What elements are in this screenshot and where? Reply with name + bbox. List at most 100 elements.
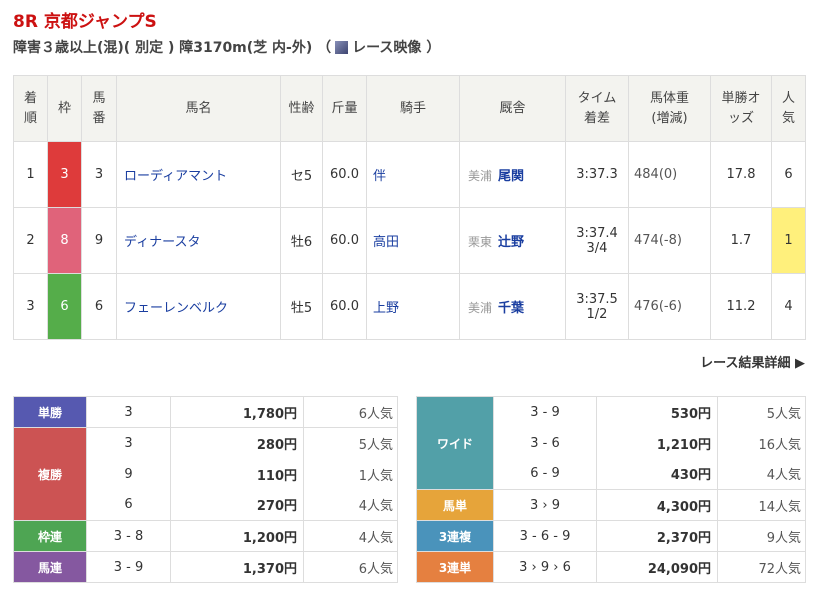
payout-amount: 110円 [170, 458, 304, 490]
race-conditions: 障害３歳以上(混)( 別定 ) 障3170m(芝 内-外) （ レース映像 ） [13, 37, 440, 57]
payout-row: 馬連 3 - 9 1,370円 6人気 [13, 551, 398, 583]
horse-name-cell: フェーレンベルク [116, 273, 281, 340]
header-label: タイム着差 [577, 91, 617, 126]
time-cell: 3:37.3 [565, 141, 629, 208]
payout-row: 9 110円 1人気 [14, 458, 398, 490]
payout-popularity: 14人気 [717, 489, 806, 521]
combination: 6 - 9 [493, 458, 597, 490]
header-num: 馬番 [81, 75, 117, 142]
header-label: 性齢 [288, 100, 315, 116]
header-label: 斤量 [331, 100, 358, 116]
conditions-text: 障害３歳以上(混)( 別定 ) 障3170m(芝 内-外) [13, 40, 313, 56]
win-odds: 17.8 [710, 141, 772, 208]
header-time: タイム着差 [565, 75, 629, 142]
jockey-link[interactable]: 伴 [373, 169, 387, 184]
waku-badge: 3 [47, 141, 82, 208]
jockey-cell: 伴 [366, 141, 460, 208]
jockey-cell: 高田 [366, 207, 460, 274]
header-weight: 斤量 [322, 75, 367, 142]
horse-number: 9 [81, 207, 117, 274]
payout-row: 馬単 3 › 9 4,300円 14人気 [416, 489, 806, 521]
sex-age: 牡5 [280, 273, 323, 340]
payout-amount: 2,370円 [596, 520, 718, 552]
payout-popularity: 72人気 [717, 551, 806, 583]
payout-amount: 270円 [170, 489, 304, 521]
popularity: 1 [771, 207, 806, 274]
rank: 1 [13, 141, 48, 208]
payout-table-left: 単勝 3 1,780円 6人気 複勝 3 280円 5人気 9 110円 1人気 6 270円 4人気 枠連… [13, 396, 398, 583]
payout-row: 3連複 3 - 6 - 9 2,370円 9人気 [416, 520, 806, 552]
combination: 3 - 9 [86, 551, 171, 583]
payout-type-1: 馬単 [416, 489, 494, 521]
combination: 3 [86, 427, 171, 459]
payout-amount: 1,370円 [170, 551, 304, 583]
payout-table-right: ワイド 3 - 9 530円 5人気 3 - 6 1,210円 16人気 6 - 9 430円 4… [416, 396, 806, 583]
paren: （ [317, 40, 332, 56]
win-odds: 1.7 [710, 207, 772, 274]
horse-name-link[interactable]: ディナースタ [124, 235, 201, 250]
combination: 3 › 9 [493, 489, 597, 521]
payout-popularity: 4人気 [303, 489, 398, 521]
jockey-link[interactable]: 上野 [373, 301, 400, 316]
horse-number: 3 [81, 141, 117, 208]
combination: 3 - 8 [86, 520, 171, 552]
header-rank: 着順 [13, 75, 48, 142]
payout-type-3: 3連単 [416, 551, 494, 583]
time-cell: 3:37.5 1/2 [565, 273, 629, 340]
header-odds: 単勝オッズ [710, 75, 772, 142]
table-row: 3 6 6 フェーレンベルク 牡5 60.0 上野 美浦 千葉 3:37.5 1/2 476(-6) 1… [13, 273, 806, 340]
trainer-link[interactable]: 辻野 [498, 235, 525, 250]
video-icon[interactable] [335, 41, 349, 54]
horse-name-cell: ディナースタ [116, 207, 281, 274]
payout-type-3: 馬連 [13, 551, 87, 583]
payout-row: 単勝 3 1,780円 6人気 [13, 396, 398, 428]
stable-cell: 栗東 辻野 [459, 207, 566, 274]
header-label: 厩舎 [499, 100, 526, 116]
popularity: 6 [771, 141, 806, 208]
horse-number: 6 [81, 273, 117, 340]
payout-popularity: 1人気 [303, 458, 398, 490]
payout-amount: 1,780円 [170, 396, 304, 428]
payout-amount: 24,090円 [596, 551, 718, 583]
table-row: 2 8 9 ディナースタ 牡6 60.0 高田 栗東 辻野 3:37.4 3/4 474(-8) 1.7… [13, 207, 806, 274]
table-row: 1 3 3 ローディアマント セ5 60.0 伴 美浦 尾関 3:37.3 484(0) 17.8 6 [13, 141, 806, 208]
header-label: 単勝オッズ [721, 91, 761, 126]
horse-name-link[interactable]: フェーレンベルク [124, 301, 229, 316]
jockey-cell: 上野 [366, 273, 460, 340]
payout-amount: 1,200円 [170, 520, 304, 552]
header-stable: 厩舎 [459, 75, 566, 142]
waku-badge: 8 [47, 207, 82, 274]
rank: 2 [13, 207, 48, 274]
jockey-link[interactable]: 高田 [373, 235, 400, 250]
payout-amount: 4,300円 [596, 489, 718, 521]
payout-amount: 1,210円 [596, 427, 718, 459]
trainer-link[interactable]: 千葉 [498, 301, 525, 316]
header-popularity: 人気 [771, 75, 806, 142]
header-label: 人気 [781, 91, 795, 126]
time-cell: 3:37.4 3/4 [565, 207, 629, 274]
header-label: 騎手 [399, 100, 426, 116]
header-label: 馬番 [92, 91, 106, 126]
stable-location: 栗東 [468, 235, 493, 249]
header-label: 馬体重(増減) [649, 91, 689, 126]
race-video-link[interactable]: レース映像 [352, 40, 422, 56]
stable-location: 美浦 [468, 301, 493, 315]
stable-location: 美浦 [468, 169, 493, 183]
payout-popularity: 6人気 [303, 551, 398, 583]
header-label: 馬名 [185, 100, 212, 116]
payout-amount: 530円 [596, 396, 718, 428]
payout-row: 3連単 3 › 9 › 6 24,090円 72人気 [416, 551, 806, 583]
payout-type-0: 単勝 [13, 396, 87, 428]
trainer-link[interactable]: 尾関 [498, 169, 525, 184]
header-label: 着順 [23, 91, 37, 126]
combination: 3 - 6 - 9 [493, 520, 597, 552]
payout-row: 複勝 3 280円 5人気 [13, 427, 398, 521]
race-title: 8R 京都ジャンプS [13, 12, 157, 32]
race-result-detail-link[interactable]: レース結果詳細 ▶ [700, 356, 805, 371]
payout-row: 6 270円 4人気 [14, 489, 398, 521]
margin: 1/2 [586, 306, 608, 322]
carried-weight: 60.0 [322, 207, 367, 274]
payout-row: ワイド 3 - 9 530円 5人気 [416, 396, 806, 490]
combination: 3 [86, 396, 171, 428]
horse-name-link[interactable]: ローディアマント [124, 169, 228, 184]
